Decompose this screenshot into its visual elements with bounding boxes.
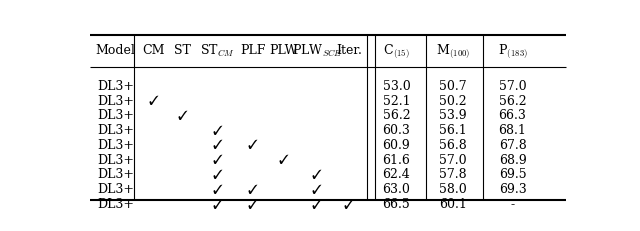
Text: ST$_{CM}$: ST$_{CM}$ [200,43,236,59]
Text: 61.6: 61.6 [383,154,410,167]
Text: 53.9: 53.9 [439,109,467,122]
Text: $\checkmark$: $\checkmark$ [247,138,259,152]
Text: $\checkmark$: $\checkmark$ [343,198,355,212]
Text: 67.8: 67.8 [499,139,526,152]
Text: 60.1: 60.1 [439,198,467,211]
Text: -: - [511,198,515,211]
Text: $\checkmark$: $\checkmark$ [212,138,223,152]
Text: 57.0: 57.0 [439,154,467,167]
Text: 50.7: 50.7 [439,80,467,93]
Text: 63.0: 63.0 [383,183,410,196]
Text: 57.8: 57.8 [439,168,467,182]
Text: DL3+: DL3+ [97,80,134,93]
Text: $\checkmark$: $\checkmark$ [212,153,223,167]
Text: DL3+: DL3+ [97,168,134,182]
Text: 56.8: 56.8 [439,139,467,152]
Text: 56.2: 56.2 [499,95,526,108]
Text: 69.5: 69.5 [499,168,526,182]
Text: DL3+: DL3+ [97,154,134,167]
Text: 68.1: 68.1 [499,124,527,137]
Text: 52.1: 52.1 [383,95,410,108]
Text: 66.5: 66.5 [383,198,410,211]
Text: 50.2: 50.2 [439,95,467,108]
Text: DL3+: DL3+ [97,124,134,137]
Text: $\checkmark$: $\checkmark$ [247,198,259,212]
Text: 62.4: 62.4 [383,168,410,182]
Text: $\checkmark$: $\checkmark$ [212,124,223,138]
Text: 69.3: 69.3 [499,183,526,196]
Text: PLF: PLF [240,44,266,57]
Text: DL3+: DL3+ [97,198,134,211]
Text: DL3+: DL3+ [97,183,134,196]
Text: 66.3: 66.3 [499,109,527,122]
Text: 56.2: 56.2 [383,109,410,122]
Text: $\checkmark$: $\checkmark$ [212,168,223,182]
Text: $\checkmark$: $\checkmark$ [212,183,223,197]
Text: ST: ST [174,44,191,57]
Text: DL3+: DL3+ [97,95,134,108]
Text: Iter.: Iter. [336,44,362,57]
Text: $\checkmark$: $\checkmark$ [312,198,323,212]
Text: CM: CM [142,44,164,57]
Text: PLW$_{SCE}$: PLW$_{SCE}$ [292,43,342,59]
Text: 57.0: 57.0 [499,80,526,93]
Text: $\checkmark$: $\checkmark$ [312,168,323,182]
Text: C$_{(15)}$: C$_{(15)}$ [383,42,410,60]
Text: M$_{(100)}$: M$_{(100)}$ [436,42,470,60]
Text: $\checkmark$: $\checkmark$ [148,94,159,108]
Text: $\checkmark$: $\checkmark$ [247,183,259,197]
Text: DL3+: DL3+ [97,139,134,152]
Text: 53.0: 53.0 [383,80,410,93]
Text: 60.9: 60.9 [383,139,410,152]
Text: PLW: PLW [269,44,298,57]
Text: 60.3: 60.3 [383,124,410,137]
Text: 68.9: 68.9 [499,154,526,167]
Text: P$_{(183)}$: P$_{(183)}$ [497,42,527,60]
Text: $\checkmark$: $\checkmark$ [177,109,188,123]
Text: $\checkmark$: $\checkmark$ [312,183,323,197]
Text: $\checkmark$: $\checkmark$ [212,198,223,212]
Text: $\checkmark$: $\checkmark$ [278,153,289,167]
Text: Model: Model [96,44,136,57]
Text: DL3+: DL3+ [97,109,134,122]
Text: 56.1: 56.1 [439,124,467,137]
Text: 58.0: 58.0 [439,183,467,196]
